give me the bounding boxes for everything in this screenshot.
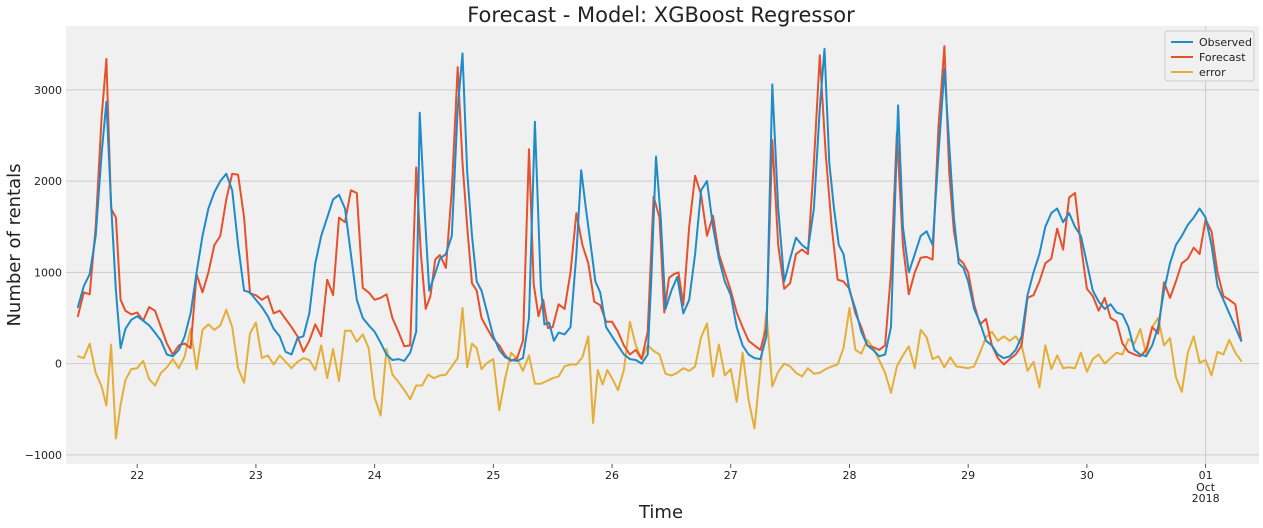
x-tick-label: 25 [486, 469, 500, 482]
y-tick-label: 1000 [34, 266, 62, 279]
y-tick-label: 0 [55, 358, 62, 371]
x-tick-label: 22 [130, 469, 144, 482]
legend-label-forecast: Forecast [1199, 51, 1246, 64]
x-tick-label: 28 [842, 469, 856, 482]
x-tick-label: 24 [368, 469, 382, 482]
y-tick-label: 2000 [34, 175, 62, 188]
x-tick-label: 26 [605, 469, 619, 482]
series-line-observed [76, 47, 1243, 365]
legend-label-error: error [1199, 66, 1226, 79]
x-tick-label: 30 [1080, 469, 1094, 482]
x-tick-label: 29 [961, 469, 975, 482]
tick-labels: −1000 0 1000 2000 3000 22 23 24 25 26 27 28 29 30 01Oc… [25, 84, 1220, 505]
x-tick-label: 27 [724, 469, 738, 482]
x-tick-label: 23 [249, 469, 263, 482]
legend: Observed Forecast error [1164, 30, 1255, 82]
y-tick-label: 3000 [34, 84, 62, 97]
x-axis-label: Time [638, 502, 683, 523]
x-tick-sublabel: 2018 [1192, 492, 1220, 505]
x-tick-sublabel: Oct [1196, 481, 1216, 494]
series-line-error [76, 307, 1243, 440]
legend-box [1164, 30, 1255, 82]
y-axis-label: Number of rentals [4, 163, 25, 326]
legend-label-observed: Observed [1199, 36, 1252, 49]
x-tick-label: 01 [1199, 469, 1213, 482]
chart-title: Forecast - Model: XGBoost Regressor [467, 3, 855, 27]
y-tick-label: −1000 [25, 449, 62, 462]
series-lines [76, 45, 1243, 440]
